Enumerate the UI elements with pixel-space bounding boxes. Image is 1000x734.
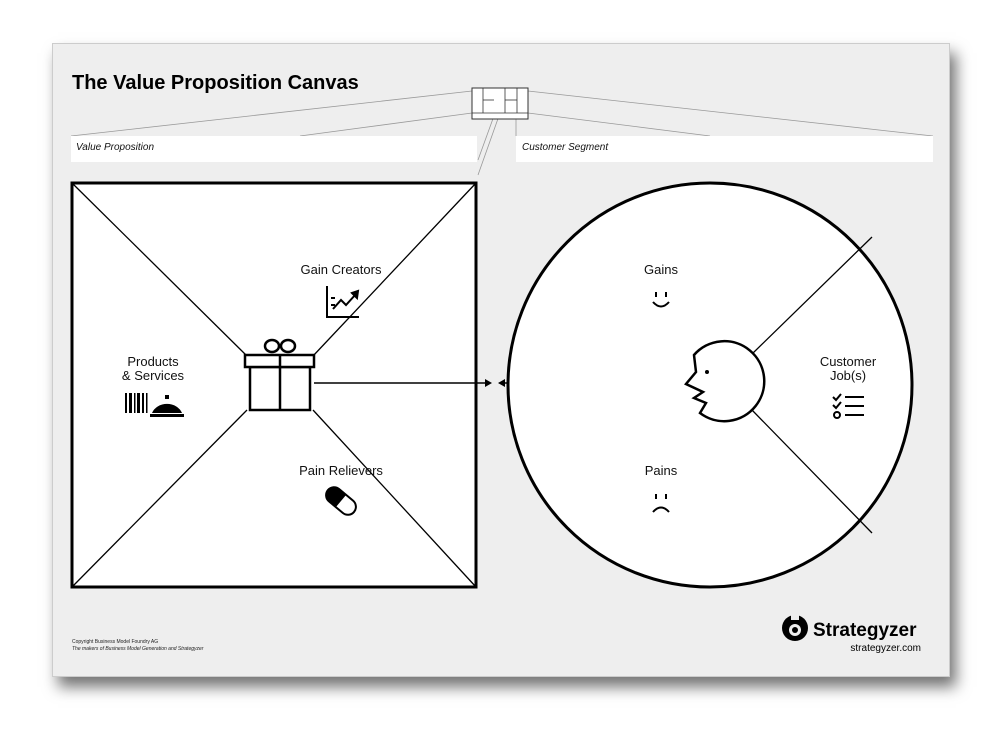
pains-label: Pains xyxy=(645,463,678,478)
tagline-text: The makers of Business Model Generation … xyxy=(72,646,204,652)
brand-name: Strategyzer xyxy=(813,620,917,641)
customer-segment-label: Customer Segment xyxy=(522,142,609,153)
checklist-icon xyxy=(832,393,864,419)
strategyzer-logo xyxy=(782,613,808,641)
products-services-label-1: Products xyxy=(127,354,179,369)
products-services-label-2: & Services xyxy=(122,368,185,383)
page-title: The Value Proposition Canvas xyxy=(72,72,359,94)
frown-icon xyxy=(652,494,670,513)
gift-icon xyxy=(243,338,316,412)
face-icon xyxy=(684,339,766,423)
barcode-icon xyxy=(125,393,148,413)
gain-creators-label: Gain Creators xyxy=(301,262,382,277)
copyright-text: Copyright Business Model Foundry AG xyxy=(72,639,158,645)
customer-jobs-label-1: Customer xyxy=(820,354,877,369)
pill-icon xyxy=(325,486,357,516)
pain-relievers-label: Pain Relievers xyxy=(299,463,383,478)
value-proposition-label: Value Proposition xyxy=(76,142,154,153)
gains-label: Gains xyxy=(644,262,678,277)
customer-segment-field[interactable] xyxy=(516,136,933,162)
customer-jobs-label-2: Job(s) xyxy=(830,368,866,383)
service-bell-icon xyxy=(150,395,184,417)
minimap-icon xyxy=(70,87,934,176)
value-proposition-field[interactable] xyxy=(71,136,477,162)
brand-url[interactable]: strategyzer.com xyxy=(850,643,921,654)
smile-icon xyxy=(652,292,670,308)
chart-icon xyxy=(326,286,360,318)
